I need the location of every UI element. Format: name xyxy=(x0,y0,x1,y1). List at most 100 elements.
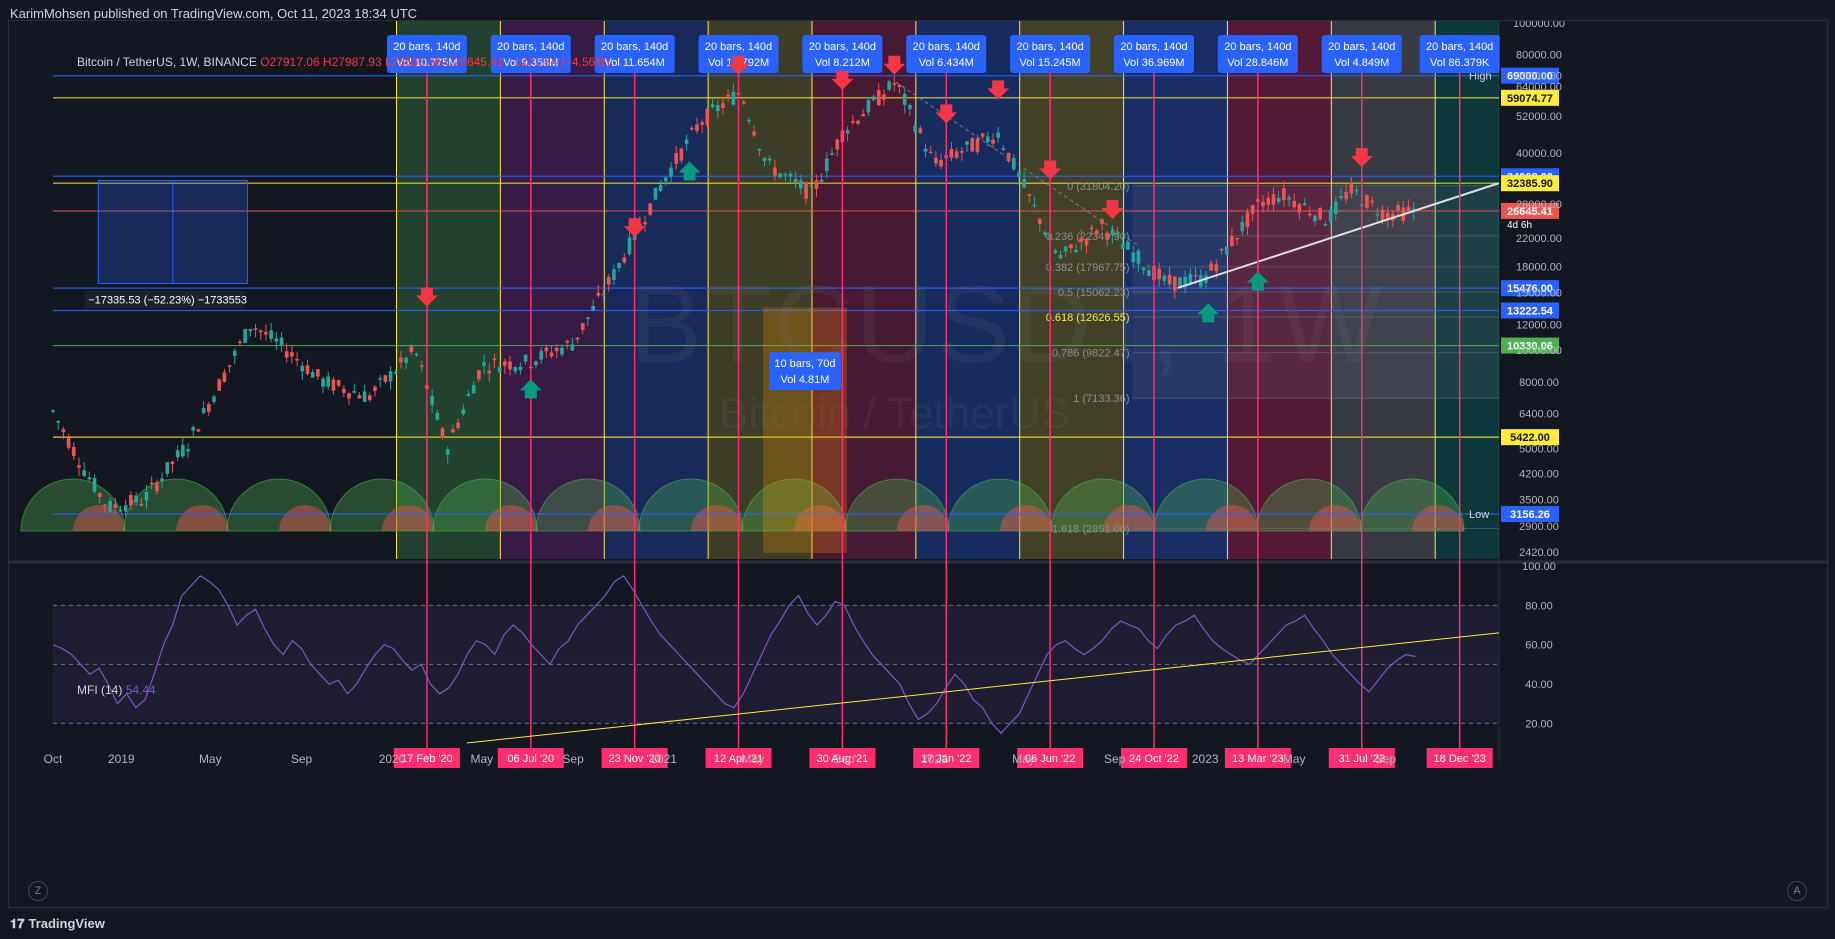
cycle-info-bars: 20 bars, 140d xyxy=(1120,41,1187,53)
candle-body xyxy=(1266,197,1271,205)
price-axis-tick: 80000.00 xyxy=(1516,50,1562,62)
cycle-date-tag xyxy=(393,748,460,768)
sell-arrow-icon xyxy=(1039,160,1062,180)
candle-body xyxy=(440,428,445,438)
auto-scale-button[interactable]: A xyxy=(1787,881,1807,901)
candle-body xyxy=(248,329,253,332)
candle-body xyxy=(1209,263,1213,271)
candle-body xyxy=(1282,188,1286,201)
chart-frame[interactable]: 69000.00High59074.7734008.0032385.902664… xyxy=(8,20,1829,909)
sell-arrow-icon xyxy=(727,55,750,75)
candle-body xyxy=(1235,237,1239,240)
cycle-date-label: 23 Nov '20 xyxy=(609,753,661,765)
candle-body xyxy=(1245,212,1250,228)
cycle-info-bars: 20 bars, 140d xyxy=(601,41,668,53)
candle-body xyxy=(960,151,964,153)
small-info-bars: 10 bars, 70d xyxy=(774,358,835,370)
candle-body xyxy=(1349,183,1354,194)
level-tag-label: 26645.41 xyxy=(1507,206,1553,218)
candle-body xyxy=(986,136,990,143)
level-tag-label: 3156.26 xyxy=(1510,509,1550,521)
mfi-legend[interactable]: MFI (14) 54.44 xyxy=(77,683,156,697)
candle-body xyxy=(290,352,294,357)
candle-body xyxy=(310,371,315,378)
candle-body xyxy=(757,149,762,151)
price-axis-tick: 2420.00 xyxy=(1519,547,1559,559)
candle-body xyxy=(414,353,419,356)
cycle-arc-green xyxy=(226,478,332,532)
candle-body xyxy=(362,391,367,402)
candle-body xyxy=(1339,196,1343,199)
candle-body xyxy=(752,131,756,136)
measure-label: −17335.53 (−52.23%) −1733553 xyxy=(88,294,247,306)
candle-body xyxy=(155,482,159,492)
cycle-info-vol: Vol 11.654M xyxy=(604,57,664,69)
cycle-date-label: 24 Oct '22 xyxy=(1129,753,1179,765)
cycle-info-vol: Vol 4.849M xyxy=(1334,57,1389,69)
candle-body xyxy=(1074,249,1078,253)
candle-body xyxy=(710,104,715,107)
candle-body xyxy=(336,380,341,386)
buy-arrow-icon xyxy=(519,379,542,399)
candle-body xyxy=(814,180,819,189)
candle-body xyxy=(316,369,320,377)
cycle-column xyxy=(1331,21,1436,559)
price-axis-tick: 5000.00 xyxy=(1519,444,1559,456)
candle-body xyxy=(534,361,538,366)
level-tag-bg xyxy=(1501,202,1559,219)
time-axis-tick: May xyxy=(1283,752,1306,766)
candle-body xyxy=(1053,250,1058,253)
price-axis-tick: 12000.00 xyxy=(1516,319,1562,331)
candle-body xyxy=(591,305,595,311)
cycle-info-bars: 20 bars, 140d xyxy=(497,41,564,53)
fib-label: 0.786 (9822.47) xyxy=(1052,348,1130,360)
candle-body xyxy=(129,494,133,506)
mfi-axis-tick: 80.00 xyxy=(1525,600,1553,612)
candle-body xyxy=(518,366,523,371)
candle-body xyxy=(227,365,232,367)
fib-label: 1 (7133.36) xyxy=(1073,393,1129,405)
candle-body xyxy=(196,429,201,432)
support-trendline xyxy=(1177,182,1500,289)
candle-body xyxy=(1287,197,1291,200)
candle-body xyxy=(456,422,460,428)
candle-body xyxy=(1214,264,1219,272)
candle-body xyxy=(580,323,585,331)
candle-body xyxy=(1089,227,1094,230)
candle-body xyxy=(181,444,185,457)
mfi-label[interactable]: MFI (14) xyxy=(77,683,123,697)
candle-body xyxy=(1193,274,1198,277)
cycle-info-box xyxy=(1010,35,1091,73)
tradingview-logo[interactable]: 𝟏𝟕 TradingView xyxy=(10,908,105,939)
candle-body xyxy=(305,365,310,374)
candle-body xyxy=(949,148,954,158)
cycle-arc-green xyxy=(1050,478,1156,532)
symbol-title[interactable]: Bitcoin / TetherUS, 1W, BINANCE xyxy=(77,55,257,69)
cycle-column xyxy=(396,21,501,559)
candle-body xyxy=(669,167,673,177)
cycle-arc-green xyxy=(1256,478,1362,532)
level-tag-bg xyxy=(1501,67,1559,84)
candle-body xyxy=(1136,250,1141,264)
small-info-vol: Vol 4.81M xyxy=(780,374,829,386)
candle-body xyxy=(1115,233,1120,235)
candle-body xyxy=(876,90,881,106)
cycle-column xyxy=(1435,21,1499,559)
mfi-value: 54.44 xyxy=(125,683,156,697)
candle-body xyxy=(819,179,824,182)
price-chart-svg[interactable]: 69000.00High59074.7734008.0032385.902664… xyxy=(9,21,1829,909)
candle-body xyxy=(731,91,736,105)
cycle-arc-green xyxy=(638,478,744,532)
candle-body xyxy=(643,222,647,225)
cycle-arc-green xyxy=(1359,478,1465,532)
timezone-button[interactable]: Z xyxy=(28,881,48,901)
candle-body xyxy=(882,94,886,100)
symbol-legend[interactable]: Bitcoin / TetherUS, 1W, BINANCE O27917.0… xyxy=(77,55,610,69)
candle-body xyxy=(965,141,969,145)
candle-body xyxy=(684,139,689,144)
candle-body xyxy=(284,351,289,358)
sell-arrow-icon xyxy=(831,70,854,90)
candle-body xyxy=(1157,268,1162,280)
cycle-arc-green xyxy=(1153,478,1259,532)
candle-body xyxy=(399,357,403,363)
